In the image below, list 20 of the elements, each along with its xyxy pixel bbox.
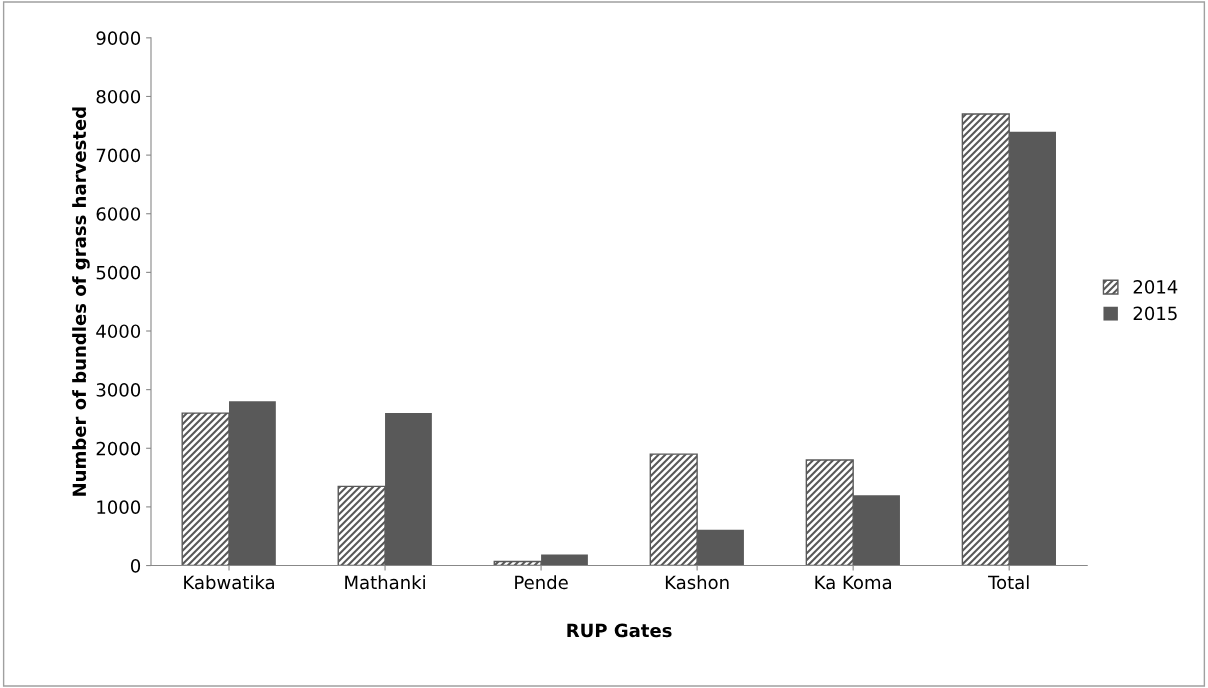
y-tick-label: 8000 [96,89,141,104]
y-tick-label: 0 [130,559,141,573]
x-tick-label: Ka Koma [815,575,891,590]
y-tick-label: 6000 [96,207,141,221]
x-axis-title: RUP Gates [567,623,672,638]
x-tick-label: Mathanki [345,575,425,590]
x-tick-label: Pende [515,575,568,590]
y-tick-label: 2000 [96,441,141,456]
y-tick-label: 4000 [96,324,141,339]
y-tick-label: 9000 [96,31,141,45]
x-tick-label: Kabwatika [184,575,274,590]
y-tick-label: 1000 [97,500,141,515]
x-tick-label: Kashon [665,575,729,590]
y-tick-label: 5000 [96,265,141,280]
x-tick-label: Total [988,575,1029,590]
y-axis-title: Number of bundles of grass harvested [72,107,90,496]
legend-label: 2015 [1133,306,1177,321]
y-tick-label: 7000 [96,148,141,163]
legend-label: 2014 [1133,280,1178,294]
y-tick-label: 3000 [96,383,141,397]
